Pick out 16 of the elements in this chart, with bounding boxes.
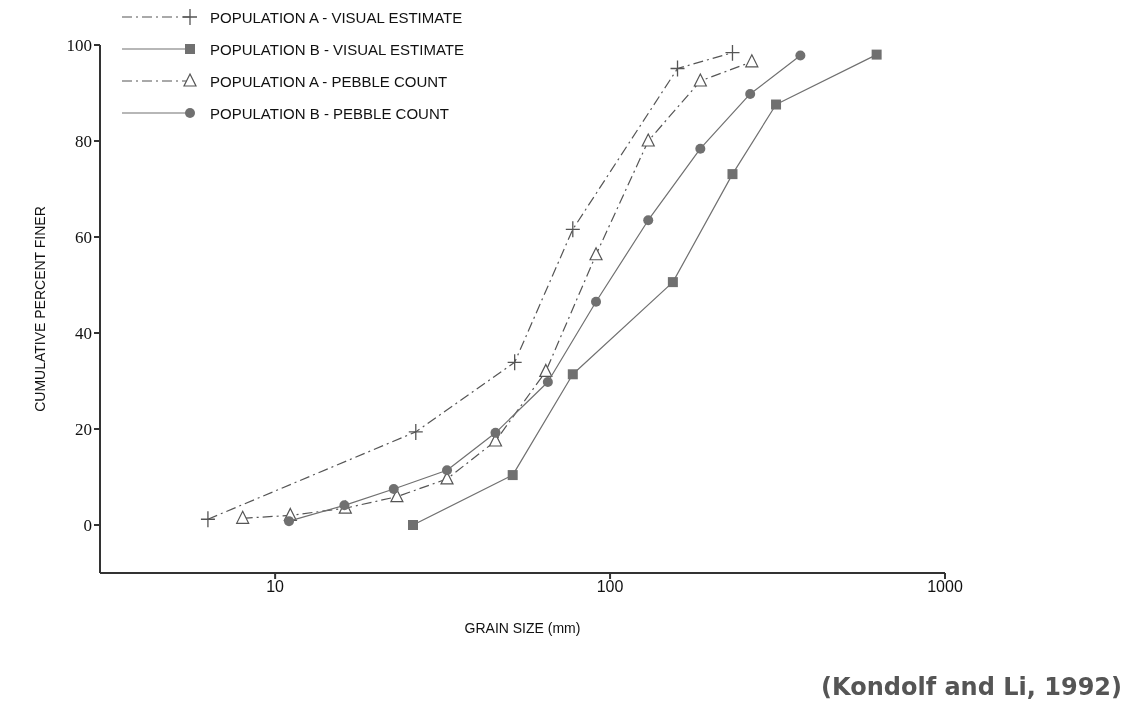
y-tick-label: 80 — [75, 132, 92, 152]
x-tick-label: 100 — [596, 578, 624, 596]
x-tick-label: 1000 — [927, 578, 963, 596]
text: (Kondolf and Li, 1992) — [821, 673, 1122, 701]
y-tick-label: 60 — [75, 228, 92, 248]
legend-label: POPULATION A - PEBBLE COUNT — [210, 72, 448, 90]
legend-label: POPULATION A - VISUAL ESTIMATE — [210, 8, 463, 26]
legend-label: POPULATION B - PEBBLE COUNT — [210, 104, 449, 122]
x-axis-title: GRAIN SIZE (mm) — [464, 620, 581, 636]
y-axis-title: CUMULATIVE PERCENT FINER — [31, 206, 48, 412]
y-tick-label: 40 — [75, 324, 92, 344]
y-tick-label: 100 — [66, 36, 92, 56]
legend-label: POPULATION B - VISUAL ESTIMATE — [210, 40, 464, 58]
y-tick-label: 20 — [75, 420, 92, 440]
x-tick-label: 10 — [266, 578, 285, 596]
y-tick-label: 0 — [83, 516, 92, 536]
